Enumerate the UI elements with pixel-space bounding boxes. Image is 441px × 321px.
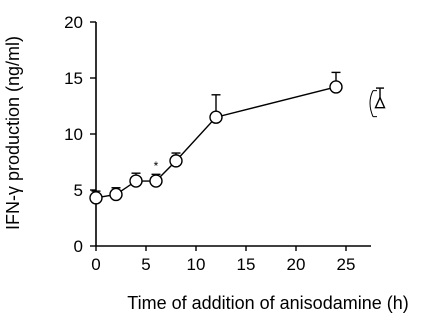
y-tick-label: 0 bbox=[74, 237, 83, 256]
data-point bbox=[89, 191, 103, 205]
data-point bbox=[109, 187, 123, 202]
x-tick-label: 5 bbox=[141, 255, 150, 274]
x-tick-label: 25 bbox=[337, 255, 356, 274]
data-point bbox=[209, 110, 223, 124]
y-tick-label: 20 bbox=[64, 13, 83, 32]
data-point bbox=[329, 80, 343, 94]
x-tick-label: 20 bbox=[287, 255, 306, 274]
y-tick-label: 10 bbox=[64, 125, 83, 144]
data-series bbox=[89, 71, 343, 205]
y-tick-label: 15 bbox=[64, 69, 83, 88]
y-tick-label: 5 bbox=[74, 181, 83, 200]
x-axis-label: Time of addition of anisodamine (h) bbox=[127, 293, 408, 313]
axes: 0 5 10 15 20 25 0 5 10 15 20 bbox=[64, 13, 371, 274]
annotations: * bbox=[154, 87, 386, 173]
y-axis-label: IFN-γ production (ng/ml) bbox=[3, 36, 23, 230]
data-point bbox=[129, 174, 143, 188]
x-tick-label: 10 bbox=[187, 255, 206, 274]
x-tick-label: 15 bbox=[237, 255, 256, 274]
x-tick-label: 0 bbox=[91, 255, 100, 274]
side-triangle-marker bbox=[374, 95, 386, 109]
side-bracket bbox=[369, 90, 374, 117]
data-point bbox=[149, 174, 163, 188]
significance-asterisk: * bbox=[154, 159, 159, 173]
data-point bbox=[169, 154, 183, 168]
